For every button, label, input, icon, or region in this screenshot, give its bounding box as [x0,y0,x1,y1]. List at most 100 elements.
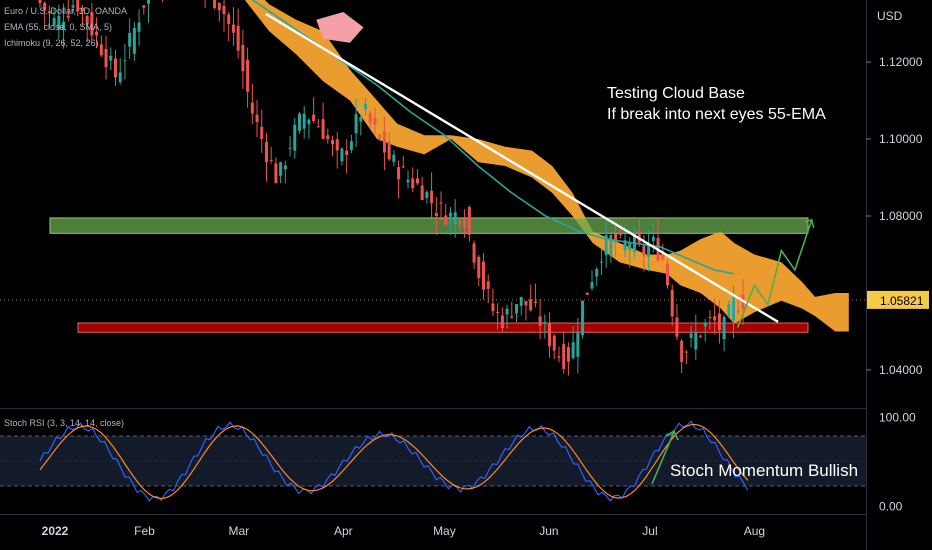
candle-body [732,297,736,321]
projection-arrowhead [804,218,815,229]
candle-body [95,31,99,36]
candle-body [609,235,613,257]
candle-body [623,240,627,251]
candle-body [137,22,141,32]
legend-symbol[interactable]: Euro / U.S. Dollar, 1D, OANDA [4,6,128,16]
axes: USD 1.12000 1.10000 1.08000 1.04000 1.05821 10… [42,9,929,538]
legend-ichimoku[interactable]: Ichimoku (9, 26, 52, 26) [4,38,99,48]
projection-path [736,219,813,328]
candle-body [500,315,504,328]
candle-body [345,150,349,156]
candle-body [47,11,51,14]
candle-body [43,2,47,11]
candle-body [595,268,599,277]
legend-ema[interactable]: EMA (55, close, 0, SMA, 5) [4,22,113,32]
candle-body [515,304,519,314]
candle-body [529,299,533,311]
candle-body [368,113,372,123]
candle-body [453,212,457,225]
candle-body [104,48,108,68]
x-tick-label: Feb [134,524,155,538]
candle-body [694,332,698,350]
support-zone[interactable] [77,322,809,333]
candle-body [661,251,665,259]
candle-body [599,261,603,263]
candles [38,0,745,376]
candle-body [533,301,537,304]
candle-body [382,131,386,153]
candle-body [128,32,132,47]
stoch-tick-label: 0.00 [879,500,903,514]
candle-body [538,316,542,326]
stoch-k-line [39,420,749,502]
candle-body [614,233,618,243]
candle-body [279,162,283,176]
candle-body [401,166,405,168]
candle-body [222,5,226,15]
stoch-d-line [39,423,749,500]
candle-body [236,25,240,51]
candle-body [331,140,335,145]
candle-body [227,14,231,24]
candle-body [647,245,651,257]
price-pane[interactable] [0,0,867,550]
candle-body [496,312,500,314]
candle-body [364,103,368,110]
candle-body [472,243,476,263]
candle-body [349,141,353,151]
y-tick-label: 1.12000 [879,55,923,69]
candle-body [302,113,306,129]
candle-body [359,116,363,122]
x-tick-label: Apr [334,524,353,538]
candle-body [519,297,523,306]
stoch-arrow-line [651,431,675,485]
stoch-pane[interactable] [0,420,866,502]
last-price-badge [867,290,929,309]
trendline[interactable] [265,12,779,323]
legend-stoch[interactable]: Stoch RSI (3, 3, 14, 14, close) [4,418,125,428]
candle-body [109,55,113,61]
candle-body [510,316,514,318]
candle-body [142,5,146,8]
candle-body [717,313,721,331]
ichimoku-cloud-bullish [316,12,364,43]
candle-body [467,207,471,235]
candle-body [562,343,566,369]
candle-body [444,215,448,225]
candle-body [434,213,438,216]
candle-body [585,292,589,295]
candle-body [312,114,316,122]
x-tick-label: Aug [744,524,765,538]
annotations: Testing Cloud Base If break into next ey… [607,85,858,480]
resistance-zone[interactable] [49,217,809,234]
candle-body [321,119,325,139]
candle-body [57,15,61,30]
stoch-tick-label: 100.00 [879,410,916,424]
candle-body [297,113,301,131]
candle-body [566,347,570,362]
candle-body [491,303,495,312]
candle-body [66,15,70,18]
candle-body [448,212,452,217]
candle-body [316,126,320,128]
candle-body [670,289,674,317]
x-tick-label: Mar [228,524,249,538]
candle-body [571,342,575,359]
x-tick-label: Jul [642,524,657,538]
candle-body [335,139,339,151]
candle-body [326,135,330,140]
candle-body [255,114,259,123]
candle-body [604,234,608,256]
candle-body [52,18,56,26]
candle-body [708,317,712,319]
candle-body [62,21,66,31]
currency-label: USD [877,9,903,23]
candle-body [590,282,594,289]
x-tick-label: 2022 [42,524,69,538]
candle-body [699,335,703,337]
candle-body [288,147,292,149]
candle-body [123,60,127,62]
candle-body [264,142,268,163]
candle-body [118,72,122,83]
